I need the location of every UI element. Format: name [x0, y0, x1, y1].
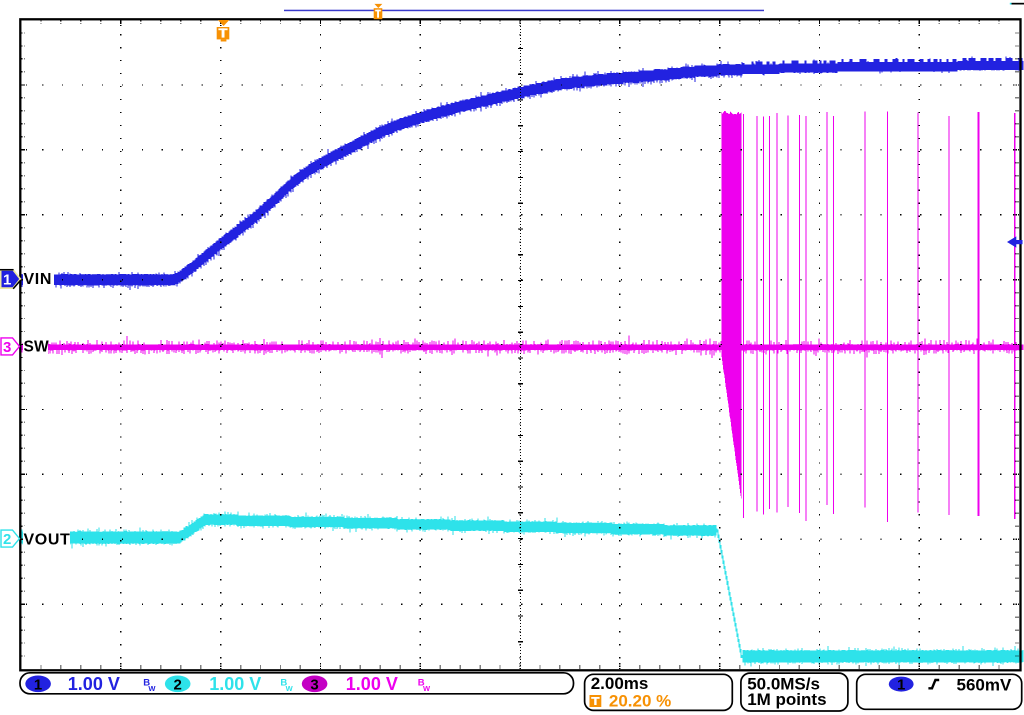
svg-text:2: 2	[3, 531, 11, 548]
svg-text:50.0MS/s: 50.0MS/s	[747, 675, 820, 694]
svg-text:VIN: VIN	[24, 271, 52, 288]
svg-text:2.00ms: 2.00ms	[591, 674, 649, 693]
svg-text:20.20 %: 20.20 %	[609, 692, 671, 711]
svg-text:1.00 V: 1.00 V	[346, 674, 398, 694]
svg-text:560mV: 560mV	[957, 675, 1012, 694]
svg-text:W: W	[148, 684, 156, 693]
svg-text:1M points: 1M points	[747, 690, 826, 709]
svg-text:W: W	[286, 684, 294, 693]
svg-text:3: 3	[3, 339, 11, 356]
svg-text:3: 3	[310, 677, 318, 694]
svg-text:B: B	[143, 678, 150, 689]
svg-text:1: 1	[897, 677, 905, 694]
svg-text:2: 2	[174, 677, 182, 694]
svg-text:B: B	[280, 678, 287, 689]
svg-text:W: W	[423, 684, 431, 693]
svg-text:1.00 V: 1.00 V	[209, 674, 261, 694]
svg-text:VOUT: VOUT	[24, 532, 71, 549]
svg-text:B: B	[418, 678, 425, 689]
svg-text:1.00 V: 1.00 V	[68, 674, 120, 694]
svg-text:SW: SW	[24, 339, 50, 356]
svg-text:1: 1	[34, 677, 42, 694]
svg-text:1: 1	[3, 272, 11, 289]
